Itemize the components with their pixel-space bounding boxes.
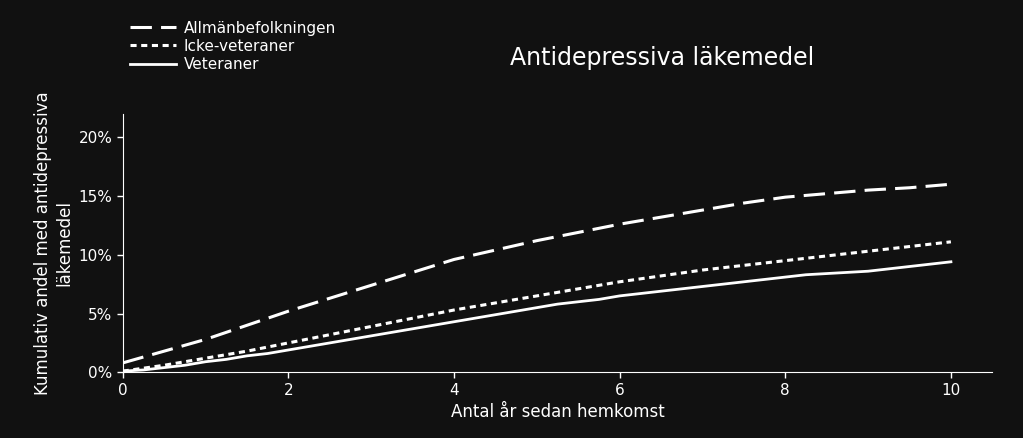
X-axis label: Antal år sedan hemkomst: Antal år sedan hemkomst	[451, 403, 664, 421]
Legend: Allmänbefolkningen, Icke-veteraner, Veteraner: Allmänbefolkningen, Icke-veteraner, Vete…	[130, 21, 337, 72]
Text: Antidepressiva läkemedel: Antidepressiva läkemedel	[509, 46, 814, 71]
Y-axis label: Kumulativ andel med antidepressiva
läkemedel: Kumulativ andel med antidepressiva läkem…	[34, 91, 73, 395]
